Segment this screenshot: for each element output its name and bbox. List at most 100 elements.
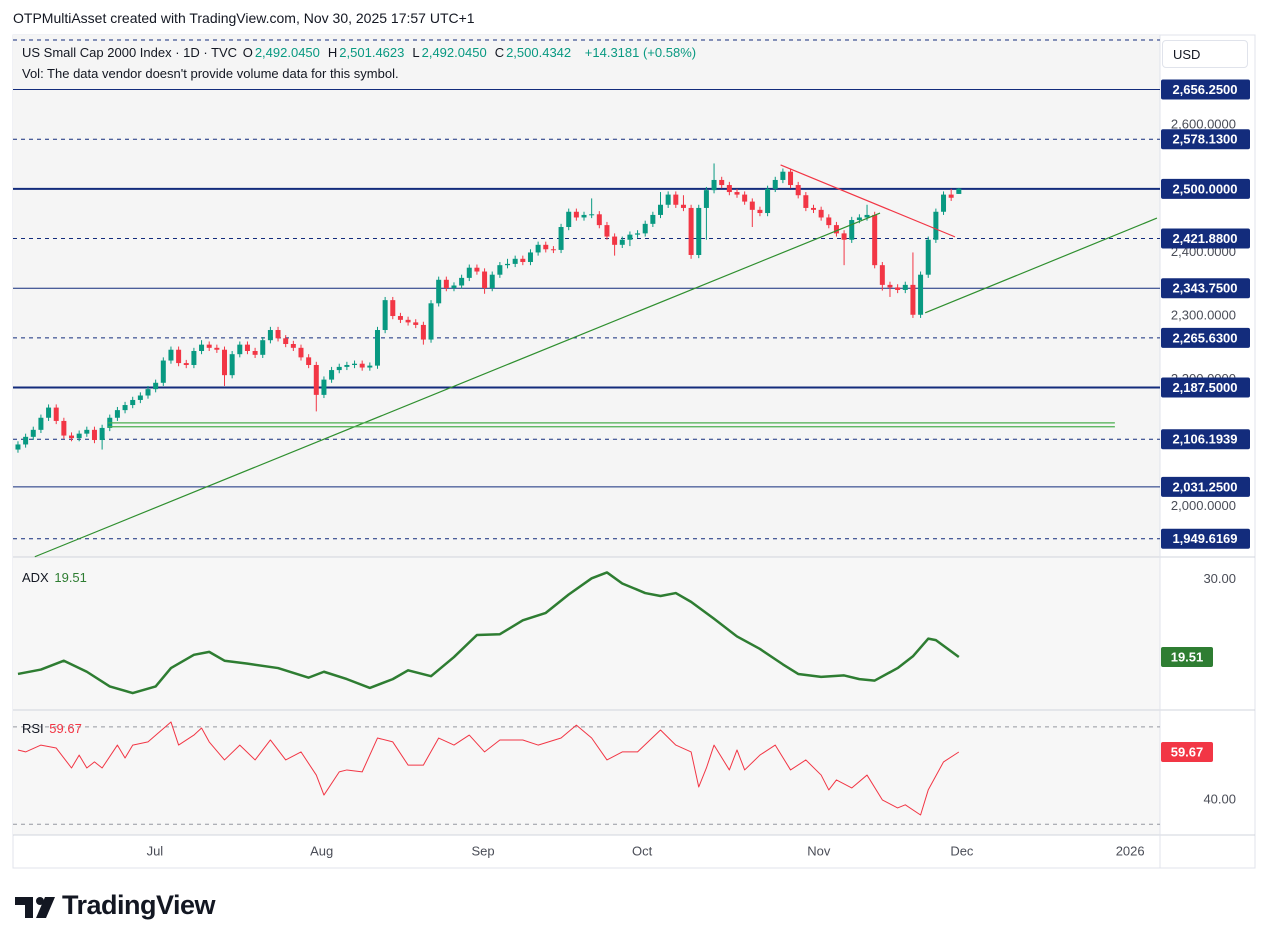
candle-body [99,427,105,441]
candle-body [703,190,709,208]
candle-body [543,244,549,250]
price-tag [1161,129,1250,150]
value-tag-label: 59.67 [1171,744,1204,759]
candle-body [772,179,778,189]
indicator-line [17,571,960,695]
price-tag [1161,528,1250,549]
candle-body [711,179,717,191]
x-tick-label: 2026 [1116,843,1145,858]
candle-body [15,444,21,450]
price-tag-label: 2,656.2500 [1172,82,1237,97]
candle-body [788,171,794,186]
candle-body [191,350,197,365]
candle-body [726,185,732,193]
rsi-legend: RSI 59.67 [22,721,84,736]
candle-body [451,285,457,289]
candle-body [497,265,503,275]
candle-body [795,185,801,196]
candle-body [596,214,602,226]
candle-body [619,239,625,245]
candle-body [130,399,136,406]
candle-body [114,410,120,418]
x-tick-label: Dec [950,843,974,858]
candle-body [321,379,327,395]
price-legend: US Small Cap 2000 Index · 1D · TVC O 2,49… [22,45,704,60]
candle-body [229,354,235,376]
candle-body [864,214,870,218]
candle-body [956,188,962,194]
candle-body [604,225,610,237]
candle-body [680,204,686,208]
trend-line [780,164,956,238]
candle-body [267,330,273,341]
value-tag [1161,741,1213,762]
candle-body [160,360,166,383]
candle-body [895,287,901,290]
candle-body [206,344,212,348]
indicator-name: ADX [22,570,49,585]
x-tick-label: Jul [147,843,164,858]
volume-note: Vol: The data vendor doesn't provide vol… [22,66,399,81]
candle-body [810,207,816,210]
candle-body [872,214,878,266]
y-tick-label: 40.00 [1203,791,1236,806]
candle-body [237,344,243,355]
candle-body [214,347,220,350]
candle-body [244,344,250,351]
candle-body [558,227,564,250]
indicator-value: 19.51 [54,570,87,585]
adx-legend: ADX 19.51 [22,570,89,585]
candle-body [474,267,480,272]
ohlc-value: 2,501.4623 [339,45,405,60]
candle-body [673,194,679,205]
candle-body [589,214,595,216]
y-tick-label: 2,000.0000 [1171,498,1236,513]
candle-body [374,330,380,366]
price-tag-label: 2,187.5000 [1172,380,1237,395]
candle-body [527,252,533,262]
candle-body [742,194,748,202]
candle-body [581,214,587,218]
candle-body [344,364,350,367]
candle-body [505,263,511,266]
ohlc-key: L [412,45,420,60]
candle-body [260,340,266,355]
candle-body [520,258,526,262]
candle-body [849,220,855,240]
candle-body [757,209,763,214]
candle-body [122,405,128,411]
candle-body [76,433,82,439]
candle-body [420,324,426,340]
x-tick-label: Nov [807,843,831,858]
candle-body [30,429,36,437]
candle-body [910,284,916,315]
price-pane [13,35,1160,557]
candle-body [405,319,411,323]
candle-body [887,284,893,288]
ohlc-key: O [242,45,253,60]
candle-body [818,209,824,218]
ohlc-value: 2,492.0450 [254,45,320,60]
candle-body [252,350,258,355]
candle-body [941,194,947,212]
header-caption: OTPMultiAsset created with TradingView.c… [13,10,475,26]
candle-body [145,389,151,396]
x-tick-label: Oct [632,843,653,858]
trend-line [924,217,1158,314]
price-tag-label: 2,421.8800 [1172,231,1237,246]
candle-body [665,194,671,205]
candle-body [329,370,335,380]
candle-body [413,322,419,325]
tradingview-logo-icon [15,897,55,918]
brand-logo: TradingView [62,890,216,920]
candle-body [443,279,449,289]
price-tag [1161,476,1250,497]
x-tick-label: Sep [471,843,494,858]
candle-body [482,271,488,289]
candle-body [719,179,725,186]
price-tag [1161,228,1250,249]
currency-button[interactable]: USD [1162,40,1248,68]
indicator-value: 59.67 [49,721,82,736]
price-tag-label: 2,265.6300 [1172,330,1237,345]
